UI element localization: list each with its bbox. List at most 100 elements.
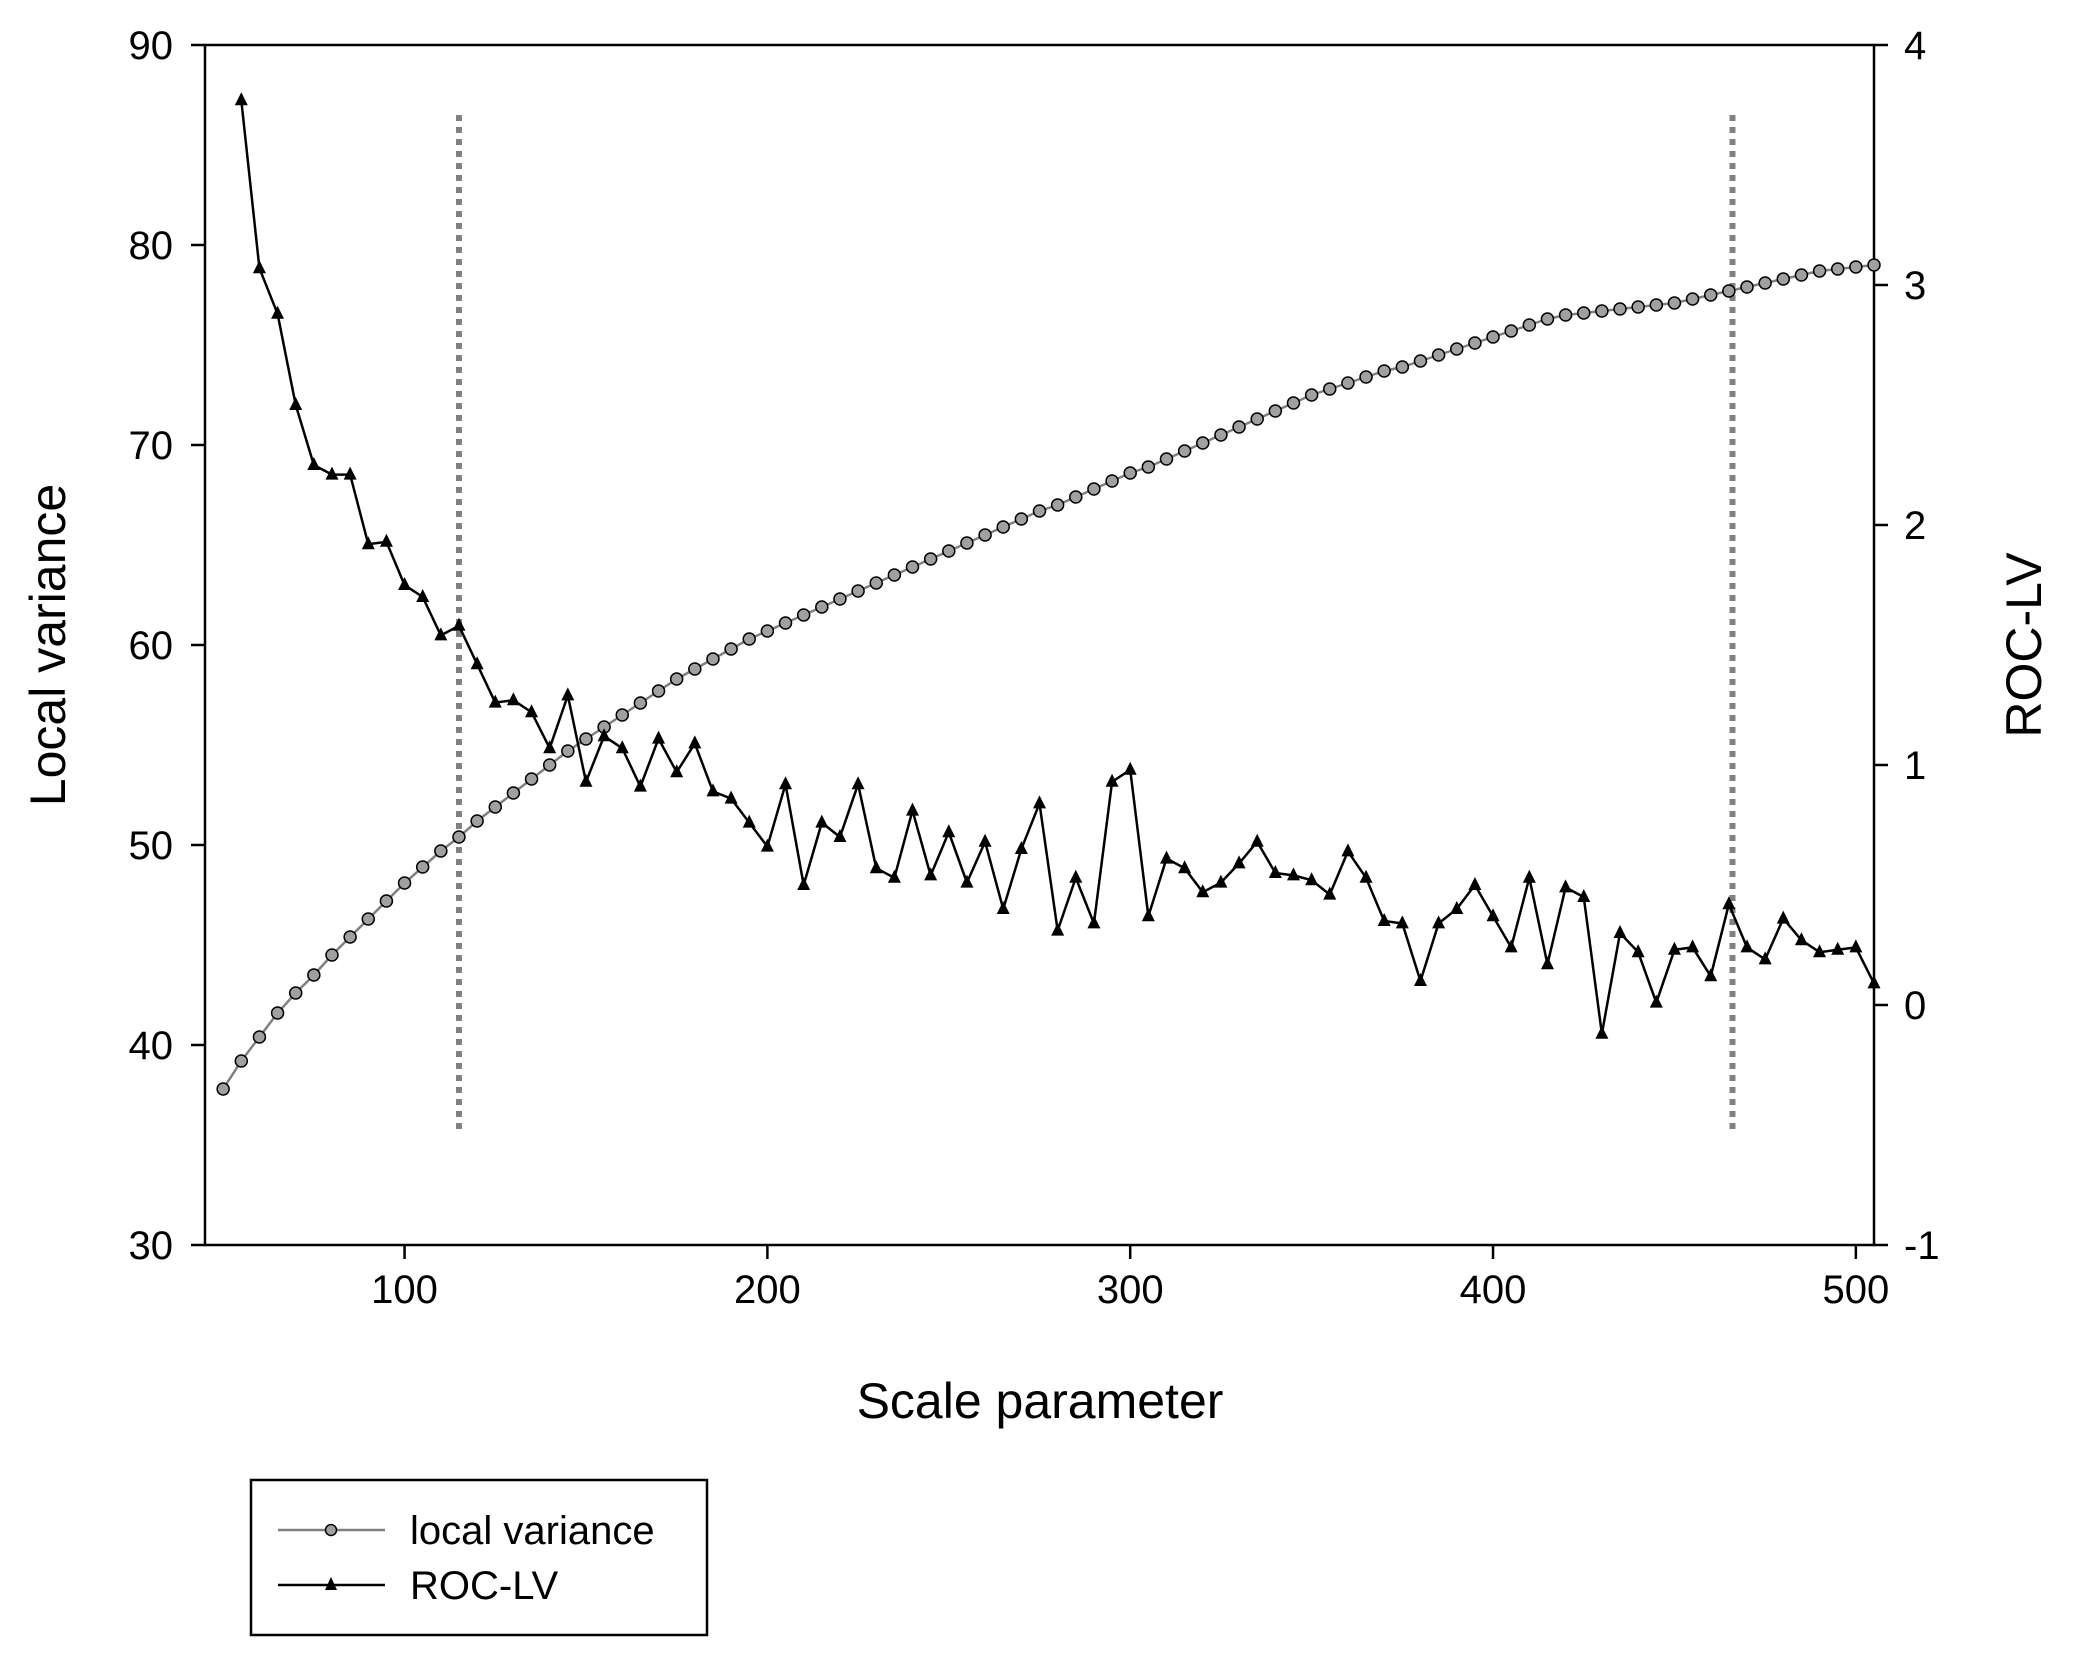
- left-y-tick-label: 40: [129, 1024, 174, 1068]
- left-axis-title: Local variance: [20, 484, 76, 806]
- roc-lv-point: [488, 694, 502, 708]
- local-variance-point: [1558, 308, 1573, 322]
- local-variance-point: [1196, 436, 1210, 450]
- local-variance-point: [561, 744, 575, 758]
- roc-lv-point: [379, 533, 393, 547]
- x-axis-ticks: 100 200 300 400 500: [371, 1245, 1889, 1312]
- local-variance-point: [905, 560, 920, 574]
- roc-lv-point: [815, 814, 829, 828]
- roc-lv-point: [706, 783, 720, 797]
- local-variance-point: [1268, 404, 1283, 418]
- local-variance-point: [1177, 444, 1192, 458]
- roc-lv-point: [252, 260, 266, 274]
- local-variance-point: [669, 672, 684, 686]
- left-y-tick-label: 50: [129, 824, 174, 868]
- local-variance-point: [1667, 296, 1682, 310]
- local-variance-point: [942, 544, 956, 558]
- roc-lv-point: [234, 92, 248, 106]
- plot-frame: [203, 43, 1876, 1247]
- roc-lv-point: [1051, 922, 1065, 936]
- series-line-roc-lv: [240, 100, 1876, 1035]
- roc-lv-point: [779, 776, 793, 790]
- local-variance-point: [1377, 364, 1391, 378]
- roc-lv-point: [1196, 884, 1210, 898]
- roc-lv-point: [1395, 915, 1409, 929]
- legend-label-local-variance: local variance: [410, 1509, 655, 1553]
- local-variance-point: [1141, 460, 1156, 474]
- local-variance-point: [1722, 284, 1736, 298]
- roc-lv-point: [1232, 855, 1246, 869]
- roc-lv-point: [1813, 944, 1827, 958]
- legend-marker-roc-lv: [325, 1577, 337, 1590]
- roc-lv-point: [1359, 869, 1373, 883]
- roc-lv-point: [579, 773, 593, 787]
- right-y-tick-label: 2: [1904, 504, 1926, 548]
- local-variance-point: [688, 662, 702, 676]
- roc-lv-point: [1014, 841, 1028, 854]
- roc-lv-point: [1649, 994, 1663, 1008]
- roc-lv-point: [942, 824, 956, 838]
- local-variance-point: [706, 652, 720, 666]
- local-variance-point: [815, 600, 829, 614]
- roc-lv-point: [1867, 975, 1881, 989]
- local-variance-point: [1123, 466, 1137, 480]
- roc-lv-point: [797, 877, 811, 890]
- local-variance-point: [307, 968, 321, 982]
- roc-lv-point: [1268, 865, 1282, 878]
- roc-lv-point: [1849, 939, 1863, 953]
- left-y-tick-label: 80: [129, 224, 174, 268]
- local-variance-point: [579, 732, 593, 746]
- local-variance-point: [1794, 268, 1809, 282]
- local-variance-point: [1323, 382, 1337, 396]
- local-variance-point: [1341, 376, 1355, 390]
- roc-lv-point: [1722, 896, 1736, 910]
- local-variance-point: [234, 1054, 249, 1068]
- roc-lv-point: [924, 867, 938, 881]
- roc-lv-point: [543, 740, 557, 754]
- local-variance-point: [379, 894, 394, 908]
- local-variance-point: [1050, 498, 1065, 512]
- local-variance-point: [1232, 420, 1246, 434]
- left-y-tick-label: 60: [129, 624, 174, 668]
- local-variance-point: [651, 684, 666, 698]
- local-variance-point: [778, 616, 793, 630]
- roc-lv-point: [1686, 939, 1700, 953]
- legend-label-roc-lv: ROC-LV: [410, 1564, 558, 1608]
- local-variance-point: [996, 520, 1010, 534]
- roc-lv-point: [1613, 925, 1627, 938]
- series-roc-lv: [234, 92, 1881, 1039]
- series-layer: [216, 92, 1881, 1096]
- roc-lv-point: [1377, 913, 1391, 926]
- local-variance-point: [760, 624, 775, 638]
- roc-lv-point: [1087, 915, 1101, 929]
- roc-lv-point: [688, 735, 702, 749]
- local-variance-point: [1069, 490, 1083, 504]
- roc-lv-point: [1540, 956, 1554, 970]
- local-variance-point: [742, 632, 756, 646]
- local-variance-point: [615, 708, 629, 722]
- roc-lv-point: [724, 790, 738, 804]
- local-variance-point: [1576, 306, 1591, 320]
- roc-lv-point: [633, 778, 647, 792]
- roc-lv-point: [1033, 795, 1046, 809]
- left-y-tick-label: 90: [129, 24, 174, 68]
- roc-lv-point: [1123, 761, 1137, 775]
- local-variance-point: [1214, 428, 1228, 442]
- local-variance-point: [1450, 342, 1464, 356]
- local-variance-point: [1286, 396, 1301, 410]
- x-tick-label: 100: [371, 1268, 438, 1312]
- local-variance-point: [542, 758, 557, 772]
- roc-lv-point: [1831, 941, 1845, 955]
- local-variance-point: [1595, 304, 1609, 318]
- local-variance-point: [506, 786, 521, 800]
- roc-lv-point: [1214, 874, 1228, 888]
- roc-lv-point: [452, 617, 466, 631]
- right-y-tick-label: 4: [1904, 24, 1926, 68]
- roc-lv-point: [742, 814, 756, 828]
- roc-lv-point: [1504, 939, 1518, 953]
- roc-lv-point: [561, 687, 575, 701]
- local-variance-point: [1032, 504, 1047, 518]
- local-variance-point: [1504, 324, 1518, 338]
- roc-lv-point: [1323, 886, 1337, 900]
- local-variance-point: [1304, 388, 1319, 402]
